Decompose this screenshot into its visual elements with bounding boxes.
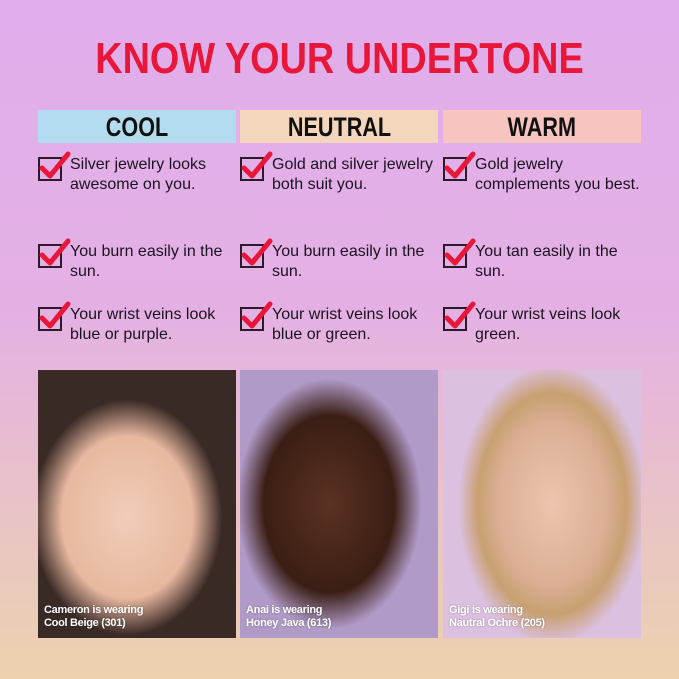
- caption-line: Gigi is wearing: [449, 604, 523, 616]
- caption-shade: Honey Java (613): [246, 617, 332, 629]
- caption-line: Anai is wearing: [246, 604, 323, 616]
- column-header-label: COOL: [105, 112, 169, 142]
- column-header-label: NEUTRAL: [287, 112, 391, 142]
- checkbox-checked-icon: [38, 238, 71, 268]
- checkbox-checked-icon: [443, 238, 476, 268]
- checklist-item: Gold and silver jewelry both suit you.: [240, 151, 438, 194]
- photo-caption: Gigi is wearing Nautral Ochre (205): [449, 604, 545, 630]
- column-header: NEUTRAL: [240, 110, 438, 143]
- caption-shade: Nautral Ochre (205): [449, 617, 545, 629]
- checklist-item-text: You burn easily in the sun.: [70, 243, 223, 280]
- column-header: WARM: [443, 110, 641, 143]
- checklist-item: Your wrist veins look green.: [443, 301, 641, 344]
- column-cool: COOL Silver jewelry looks awesome on you…: [38, 110, 236, 343]
- checkbox-checked-icon: [240, 301, 273, 331]
- column-neutral: NEUTRAL Gold and silver jewelry both sui…: [240, 110, 438, 343]
- checklist-item: You burn easily in the sun.: [240, 238, 438, 281]
- checkbox-checked-icon: [443, 301, 476, 331]
- checklist-item: Your wrist veins look blue or purple.: [38, 301, 236, 344]
- checkbox-checked-icon: [240, 151, 273, 181]
- caption-line: Cameron is wearing: [44, 604, 144, 616]
- checklist-item: Your wrist veins look blue or green.: [240, 301, 438, 344]
- checklist-item-text: Your wrist veins look blue or purple.: [70, 306, 216, 343]
- checklist-item: Silver jewelry looks awesome on you.: [38, 151, 236, 194]
- checkbox-checked-icon: [38, 301, 71, 331]
- column-header-label: WARM: [507, 112, 577, 142]
- model-photo: Anai is wearing Honey Java (613): [240, 370, 438, 638]
- checklist-item-text: You burn easily in the sun.: [272, 243, 425, 280]
- checkbox-checked-icon: [38, 151, 71, 181]
- checklist-item-text: Your wrist veins look blue or green.: [272, 306, 418, 343]
- checkbox-checked-icon: [443, 151, 476, 181]
- checklist-item-text: Gold jewelry complements you best.: [475, 156, 640, 193]
- photo-caption: Cameron is wearing Cool Beige (301): [44, 604, 143, 630]
- page-title: KNOW YOUR UNDERTONE: [95, 34, 584, 83]
- checklist-item: Gold jewelry complements you best.: [443, 151, 641, 194]
- model-photo: Cameron is wearing Cool Beige (301): [38, 370, 236, 638]
- model-photo: Gigi is wearing Nautral Ochre (205): [443, 370, 641, 638]
- caption-shade: Cool Beige (301): [44, 617, 126, 629]
- checklist-item: You tan easily in the sun.: [443, 238, 641, 281]
- photo-caption: Anai is wearing Honey Java (613): [246, 604, 331, 630]
- checklist-item: You burn easily in the sun.: [38, 238, 236, 281]
- column-warm: WARM Gold jewelry complements you best. …: [443, 110, 641, 343]
- checkbox-checked-icon: [240, 238, 273, 268]
- column-header: COOL: [38, 110, 236, 143]
- checklist-item-text: You tan easily in the sun.: [475, 243, 618, 280]
- checklist-item-text: Your wrist veins look green.: [475, 306, 621, 343]
- checklist-item-text: Silver jewelry looks awesome on you.: [70, 156, 207, 193]
- checklist-item-text: Gold and silver jewelry both suit you.: [272, 156, 433, 193]
